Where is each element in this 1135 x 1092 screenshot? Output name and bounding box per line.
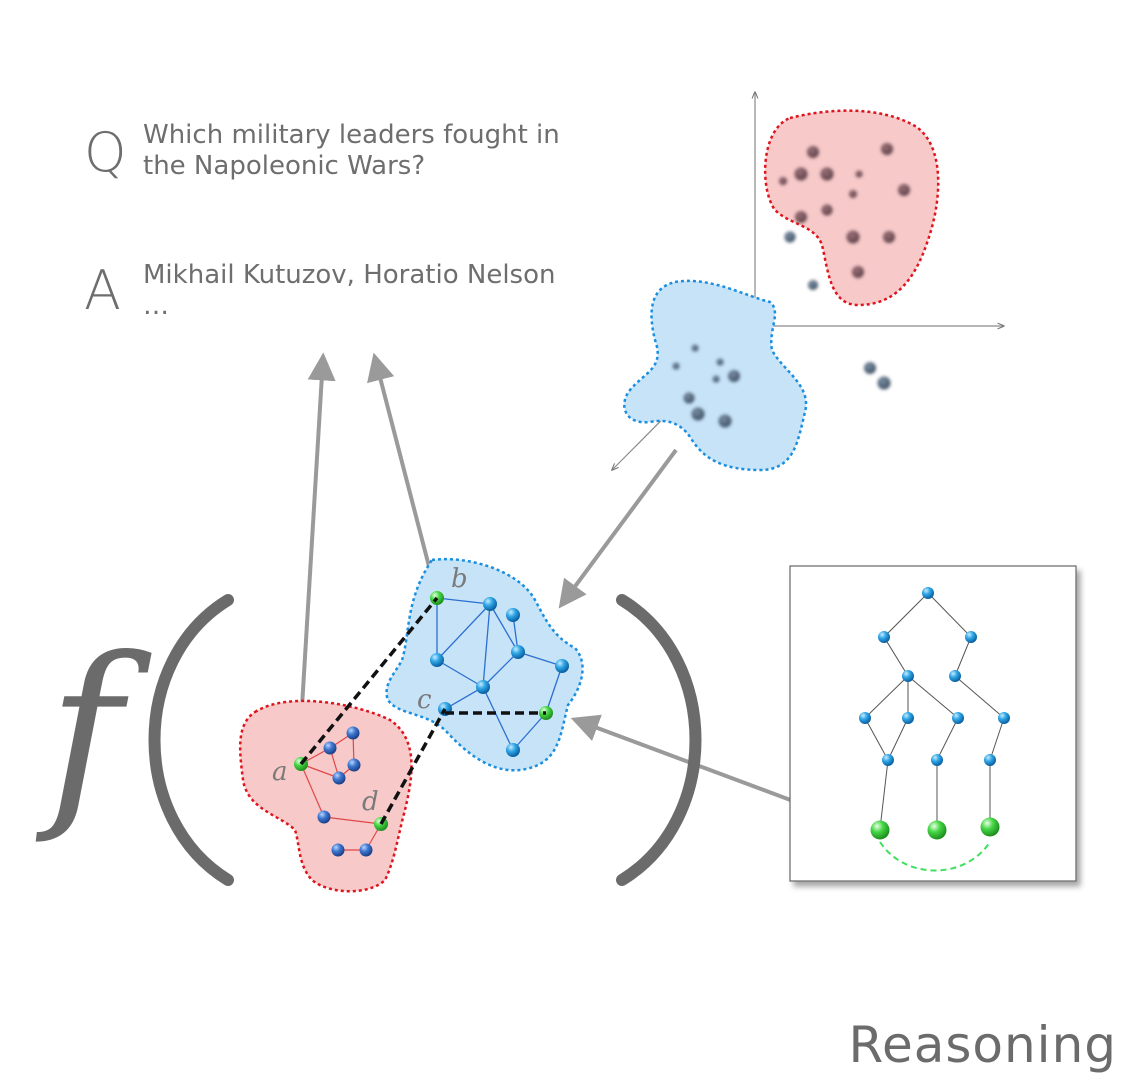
left-parenthesis [148, 594, 234, 886]
question-text: Which military leaders fought in the Nap… [143, 120, 560, 181]
red-embedding-points [779, 143, 910, 290]
blue-embedding-points [672, 344, 891, 428]
blue-graph-edges [436, 597, 563, 751]
tree-nodes [859, 587, 1010, 840]
tree-leaf-2 [927, 820, 947, 840]
tree-leaf-link [879, 841, 991, 872]
red-graph-nodes [294, 726, 388, 857]
node-label-d: d [362, 787, 379, 817]
arrow-to-answer-right [367, 352, 434, 579]
tree-edges [864, 592, 1005, 830]
arrow-embedding-to-graph [558, 448, 678, 609]
tree-leaf-1 [870, 820, 890, 840]
alignment-links [299, 596, 546, 825]
right-parenthesis [616, 594, 702, 886]
answer-text: Mikhail Kutuzov, Horatio Nelson … [143, 260, 556, 321]
reasoning-tree-box [789, 565, 1077, 882]
node-label-a: a [272, 757, 288, 787]
blue-subgraph [385, 557, 584, 772]
red-graph-region [238, 699, 413, 893]
arrow-to-answer-left [298, 352, 336, 741]
node-label-b: b [451, 564, 468, 594]
red-subgraph [238, 699, 413, 893]
answer-letter: A [84, 259, 121, 322]
tree-leaf-3 [980, 817, 1000, 837]
function-symbol: f [35, 615, 152, 848]
embedding-space [612, 92, 1004, 470]
caption-reasoning: Reasoning [848, 1016, 1117, 1074]
node-label-c: c [417, 685, 432, 715]
question-letter: Q [84, 121, 127, 184]
blue-embedding-cluster [623, 279, 808, 472]
red-embedding-cluster [764, 109, 940, 307]
